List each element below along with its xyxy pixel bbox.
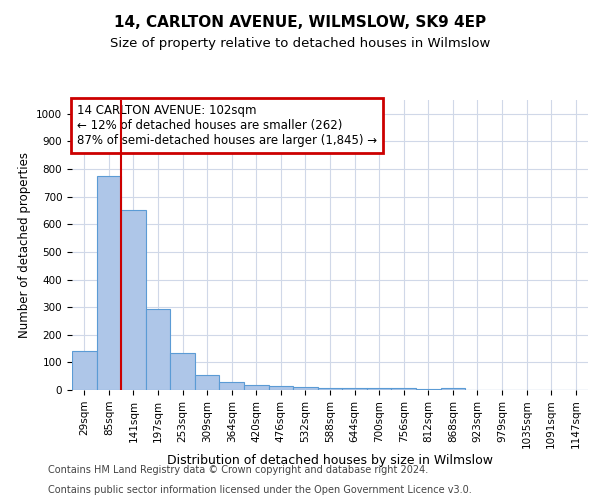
Bar xyxy=(318,388,342,390)
Bar xyxy=(244,385,269,390)
Bar xyxy=(195,375,220,390)
Text: Contains public sector information licensed under the Open Government Licence v3: Contains public sector information licen… xyxy=(48,485,472,495)
Text: 14, CARLTON AVENUE, WILMSLOW, SK9 4EP: 14, CARLTON AVENUE, WILMSLOW, SK9 4EP xyxy=(114,15,486,30)
Bar xyxy=(121,210,146,390)
Text: Contains HM Land Registry data © Crown copyright and database right 2024.: Contains HM Land Registry data © Crown c… xyxy=(48,465,428,475)
Bar xyxy=(146,308,170,390)
Bar xyxy=(342,388,367,390)
Bar xyxy=(367,388,391,390)
X-axis label: Distribution of detached houses by size in Wilmslow: Distribution of detached houses by size … xyxy=(167,454,493,467)
Text: 14 CARLTON AVENUE: 102sqm
← 12% of detached houses are smaller (262)
87% of semi: 14 CARLTON AVENUE: 102sqm ← 12% of detac… xyxy=(77,104,377,148)
Bar xyxy=(416,388,440,390)
Bar xyxy=(391,388,416,390)
Text: Size of property relative to detached houses in Wilmslow: Size of property relative to detached ho… xyxy=(110,38,490,51)
Bar xyxy=(269,386,293,390)
Bar xyxy=(220,382,244,390)
Bar xyxy=(293,387,318,390)
Bar xyxy=(72,352,97,390)
Bar xyxy=(170,352,195,390)
Bar xyxy=(97,176,121,390)
Bar xyxy=(440,388,465,390)
Y-axis label: Number of detached properties: Number of detached properties xyxy=(17,152,31,338)
